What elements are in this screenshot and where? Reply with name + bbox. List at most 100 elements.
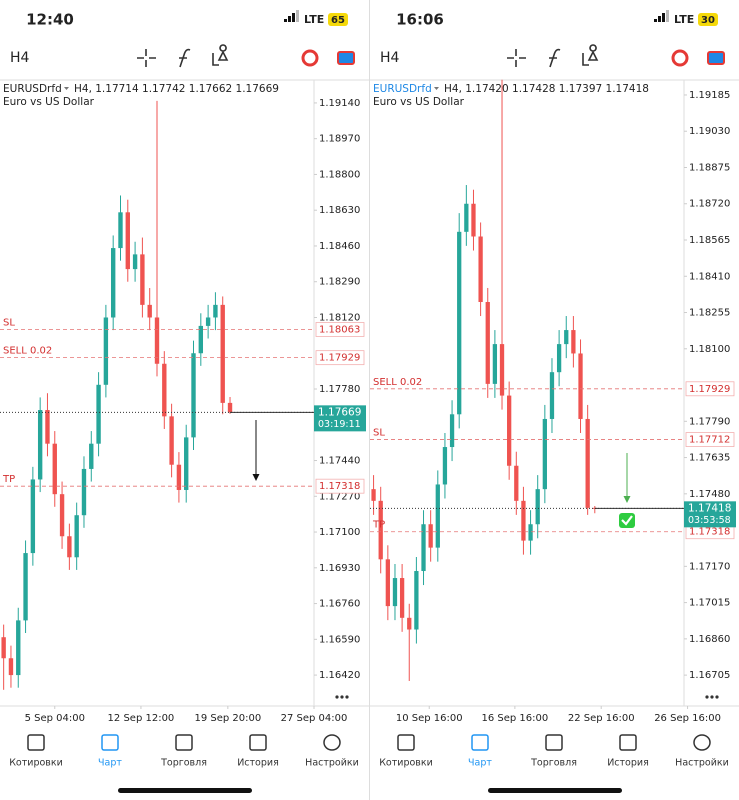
dropdown — [434, 87, 439, 90]
nav-label[interactable]: Настройки — [675, 758, 729, 769]
y-tick-label: 1.18120 — [319, 312, 360, 323]
nav-icon[interactable] — [249, 734, 267, 751]
more-dot — [710, 695, 714, 699]
y-tick-label: 1.16590 — [319, 634, 360, 645]
x-tick-label: 5 Sep 04:00 — [25, 713, 85, 724]
arrow-head — [623, 496, 631, 503]
symbol[interactable]: EURUSDrfd — [373, 83, 432, 95]
y-tick-label: 1.18800 — [319, 169, 360, 180]
nav-label[interactable]: Чарт — [468, 758, 492, 769]
account-icon[interactable] — [671, 49, 689, 67]
candle-body — [103, 317, 109, 385]
x-tick-label: 19 Sep 20:00 — [194, 713, 261, 724]
candle-body — [399, 578, 405, 618]
candle-body — [30, 479, 36, 554]
nav-label[interactable]: Котировки — [379, 758, 433, 769]
objects-icon[interactable] — [212, 44, 229, 66]
description: Euro vs US Dollar — [3, 96, 95, 108]
level-price-box — [315, 322, 365, 337]
candle-body — [564, 330, 569, 345]
y-tick-label: 1.17790 — [689, 416, 730, 427]
nav-icon[interactable] — [693, 734, 711, 751]
level-price-box — [315, 350, 365, 366]
function-icon[interactable] — [179, 48, 191, 68]
x-tick-label: 10 Sep 16:00 — [396, 713, 463, 724]
y-tick-label: 1.17480 — [689, 489, 730, 500]
account-icon[interactable] — [301, 49, 319, 67]
nav-label[interactable]: Торговля — [160, 758, 207, 769]
crosshair-icon[interactable] — [137, 49, 156, 67]
trade-icon[interactable] — [707, 51, 725, 65]
y-tick-label: 1.16705 — [689, 670, 730, 681]
nav-label[interactable]: Котировки — [9, 758, 63, 769]
level-price: 1.17712 — [689, 435, 730, 446]
signal-bar — [658, 16, 661, 22]
level-price: 1.17318 — [319, 481, 360, 492]
y-tick-label: 1.19030 — [689, 126, 730, 137]
level-price-box — [685, 432, 735, 447]
signal-bar — [662, 13, 665, 22]
candle-body — [169, 416, 174, 465]
symbol[interactable]: EURUSDrfd — [3, 83, 62, 95]
candle-body — [499, 344, 505, 396]
timeframe[interactable]: H4 — [380, 50, 400, 66]
candle-body — [521, 500, 526, 541]
nav-label[interactable]: История — [237, 758, 279, 769]
trade-icon[interactable] — [337, 51, 355, 65]
candle-body — [96, 384, 101, 444]
objects-icon[interactable] — [582, 44, 599, 66]
y-tick-label: 1.18630 — [319, 205, 360, 216]
more-dot — [345, 695, 349, 699]
candle-body — [478, 236, 483, 303]
nav-icon[interactable] — [545, 734, 563, 751]
candle-body — [385, 559, 390, 607]
candle-body — [571, 330, 576, 354]
candle-body — [528, 524, 533, 541]
battery — [328, 13, 348, 26]
crosshair-icon[interactable] — [507, 49, 526, 67]
nav-label[interactable]: Чарт — [98, 758, 122, 769]
ohlc: H4, 1.17420 1.17428 1.17397 1.17418 — [444, 83, 649, 95]
y-tick-label: 1.18970 — [319, 134, 360, 145]
candle-body — [371, 489, 376, 501]
y-tick-label: 1.18290 — [319, 277, 360, 288]
nav-label[interactable]: Настройки — [305, 758, 359, 769]
nav-icon[interactable] — [27, 734, 45, 751]
nav-icon[interactable] — [397, 734, 415, 751]
toolbar-icons — [507, 44, 725, 68]
ohlc: H4, 1.17714 1.17742 1.17662 1.17669 — [74, 83, 279, 95]
nav-icon[interactable] — [323, 734, 341, 751]
nav-icon[interactable] — [101, 734, 119, 751]
nav-icon[interactable] — [175, 734, 193, 751]
nav-icon[interactable] — [619, 734, 637, 751]
y-tick-label: 1.17270 — [319, 491, 360, 502]
countdown: 03:19:11 — [318, 419, 361, 430]
home-indicator — [118, 788, 252, 793]
timeframe[interactable]: H4 — [10, 50, 30, 66]
signal-bar — [292, 13, 295, 22]
candle-body — [205, 317, 211, 326]
nav-label[interactable]: История — [607, 758, 649, 769]
nav-label[interactable]: Торговля — [530, 758, 577, 769]
countdown: 03:53:58 — [688, 515, 731, 526]
y-tick-label: 1.17440 — [319, 456, 360, 467]
candle-body — [74, 515, 79, 558]
y-tick-label: 1.18875 — [689, 162, 730, 173]
y-tick-label: 1.17635 — [689, 453, 730, 464]
candle-body — [8, 658, 14, 676]
x-tick-label: 22 Sep 16:00 — [568, 713, 635, 724]
candle-body — [184, 437, 189, 490]
candle-body — [471, 203, 476, 237]
y-tick-label: 1.18100 — [689, 344, 730, 355]
function-icon[interactable] — [549, 48, 561, 68]
candle-body — [198, 325, 204, 354]
y-tick-label: 1.18410 — [689, 271, 730, 282]
nav-icon[interactable] — [471, 734, 489, 751]
level-name: TP — [2, 474, 15, 485]
candle-body — [514, 465, 519, 501]
candle-body — [542, 418, 547, 490]
y-tick-label: 1.19140 — [319, 98, 360, 109]
level-price: 1.17929 — [689, 384, 730, 395]
candle-body — [89, 443, 94, 469]
